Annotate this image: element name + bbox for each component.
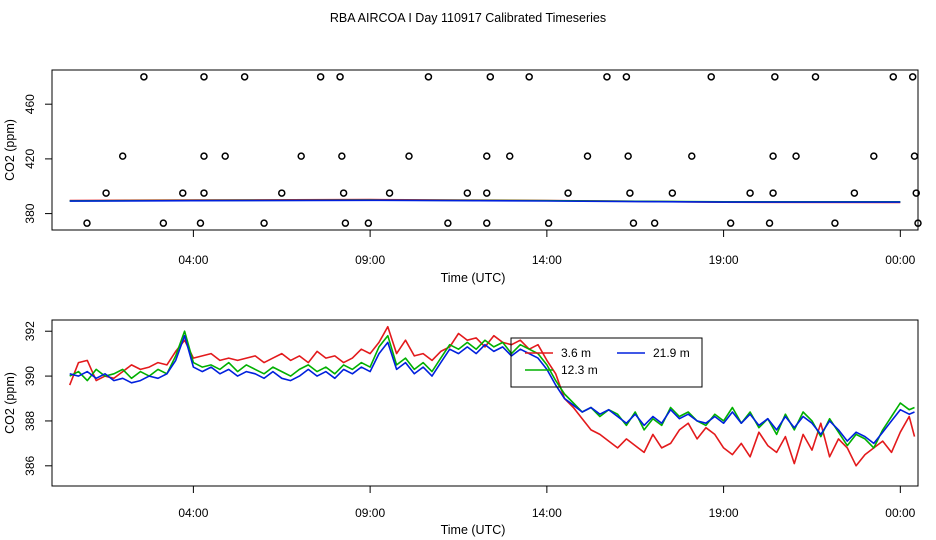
data-point (483, 189, 491, 197)
data-point (83, 219, 91, 227)
data-point (726, 219, 735, 227)
data-point (505, 152, 514, 160)
legend-label: 3.6 m (561, 346, 591, 360)
data-point (688, 152, 696, 160)
data-point (624, 152, 632, 160)
data-point (707, 73, 715, 81)
data-point (200, 152, 208, 160)
data-point (221, 152, 229, 160)
series-line-3-6-m (68, 325, 916, 467)
data-point (811, 73, 820, 81)
x-tick-label: 00:00 (885, 506, 915, 520)
y-tick-label: 388 (23, 411, 37, 431)
data-point (870, 152, 878, 160)
plot-frame (51, 319, 919, 487)
data-point (746, 189, 754, 197)
data-point (668, 189, 677, 197)
data-point (316, 73, 325, 81)
legend-label: 12.3 m (561, 363, 598, 377)
chart-title: RBA AIRCOA I Day 110917 Calibrated Times… (330, 11, 606, 25)
data-point (792, 152, 800, 160)
x-tick-label: 04:00 (178, 506, 208, 520)
data-point (771, 73, 779, 81)
data-point (240, 73, 249, 81)
data-point (339, 189, 348, 197)
data-point (850, 189, 859, 197)
y-tick-label: 392 (23, 321, 37, 341)
series-line-12-3-m (69, 330, 915, 449)
x-tick-label: 09:00 (355, 253, 385, 267)
plot-frame (51, 69, 919, 231)
data-point (297, 152, 305, 160)
data-point (102, 189, 110, 197)
data-point (889, 73, 898, 81)
data-point (200, 189, 208, 197)
lower-panel: 04:00 09:00 14:00 19:00 00:00 386 388 390 392 Tim… (3, 319, 919, 537)
y-tick-label: 460 (23, 94, 37, 114)
legend-box (510, 337, 703, 388)
data-point (463, 189, 472, 197)
data-point (769, 189, 777, 197)
x-axis-label: Time (UTC) (441, 523, 506, 537)
data-point (338, 152, 346, 160)
data-point (118, 152, 127, 160)
data-point (544, 219, 553, 227)
y-axis-label: CO2 (ppm) (3, 119, 17, 181)
data-point (486, 73, 495, 81)
legend: 3.6 m 21.9 m 12.3 m (510, 337, 703, 388)
data-point (564, 189, 572, 197)
x-axis-label: Time (UTC) (441, 271, 506, 285)
y-tick-label: 390 (23, 366, 37, 386)
y-tick-label: 386 (23, 455, 37, 475)
y-tick-label: 420 (23, 149, 37, 169)
data-point (765, 219, 774, 227)
data-point (483, 219, 491, 227)
x-tick-label: 00:00 (885, 253, 915, 267)
data-point (912, 189, 920, 197)
data-point (424, 73, 433, 81)
series-line-21-9-m (69, 334, 915, 445)
data-point (405, 152, 413, 160)
data-point (603, 73, 611, 81)
x-tick-label: 04:00 (178, 253, 208, 267)
data-point (444, 219, 452, 227)
data-point (159, 219, 168, 227)
data-point (140, 73, 148, 81)
data-point (914, 219, 922, 227)
data-point (622, 73, 631, 81)
x-tick-label: 14:00 (532, 506, 562, 520)
data-point (769, 152, 777, 160)
series-line-21-9-m (69, 199, 901, 203)
data-point (364, 219, 373, 227)
data-point (260, 219, 268, 227)
data-point (910, 152, 919, 160)
data-point (385, 189, 394, 197)
x-tick-label: 19:00 (709, 253, 739, 267)
y-axis-label: CO2 (ppm) (3, 372, 17, 434)
data-point (179, 189, 187, 197)
data-point (650, 219, 659, 227)
x-tick-label: 14:00 (532, 253, 562, 267)
data-point (483, 152, 491, 160)
data-point (629, 219, 638, 227)
data-point (196, 219, 205, 227)
data-point (525, 73, 533, 81)
upper-panel: 04:00 09:00 14:00 19:00 00:00 380 420 460 Time (… (3, 69, 922, 285)
data-point (341, 219, 350, 227)
data-point (278, 189, 286, 197)
data-point (626, 189, 634, 197)
y-tick-label: 380 (23, 203, 37, 223)
x-tick-label: 09:00 (355, 506, 385, 520)
data-point (908, 73, 917, 81)
legend-label: 21.9 m (653, 346, 690, 360)
data-point (831, 219, 839, 227)
x-tick-label: 19:00 (709, 506, 739, 520)
data-point (583, 152, 592, 160)
data-point (336, 73, 344, 81)
data-point (200, 73, 208, 81)
